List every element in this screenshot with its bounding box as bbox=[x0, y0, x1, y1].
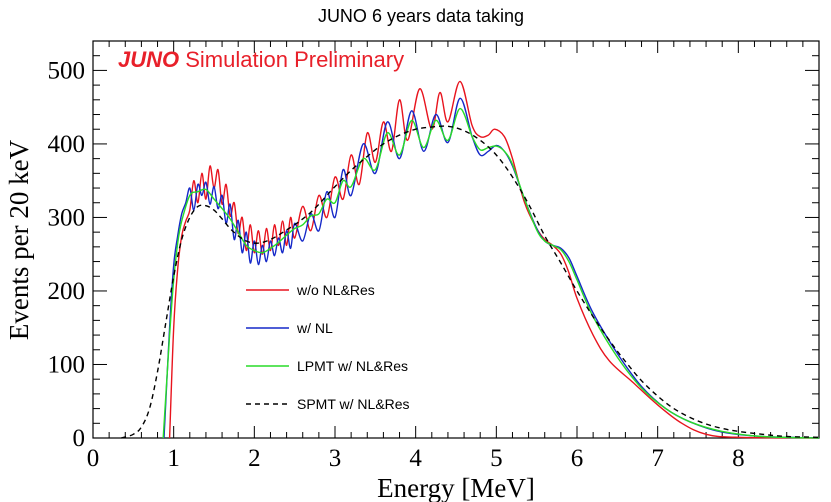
banner-rest: Simulation Preliminary bbox=[179, 47, 404, 72]
x-tick-label: 2 bbox=[248, 445, 261, 472]
axes: 0 1 2 3 4 5 6 7 8 0 100 200 300 400 500 bbox=[48, 40, 820, 472]
y-tick-label: 0 bbox=[73, 425, 86, 452]
y-tick-label: 200 bbox=[48, 278, 86, 305]
x-tick-label: 5 bbox=[490, 445, 503, 472]
banner-juno: JUNO bbox=[118, 47, 179, 72]
simulation-banner: JUNO Simulation Preliminary bbox=[118, 47, 404, 72]
series-line-lpmt-w-nl-res bbox=[162, 107, 820, 439]
y-tick-label: 300 bbox=[48, 204, 86, 231]
legend: w/o NL&Res w/ NL LPMT w/ NL&Res SPMT w/ NL&… bbox=[246, 282, 410, 412]
x-tick-label: 3 bbox=[329, 445, 342, 472]
x-tick-label: 4 bbox=[409, 445, 422, 472]
y-tick-label: 100 bbox=[48, 351, 86, 378]
legend-label-w-nl: w/ NL bbox=[296, 320, 333, 336]
series-line-spmt-w-nl-res bbox=[121, 125, 820, 439]
series-layer bbox=[121, 80, 820, 439]
y-tick-label: 500 bbox=[48, 57, 86, 84]
y-axis-label: Events per 20 keV bbox=[4, 139, 34, 340]
plot-frame bbox=[92, 40, 820, 439]
series-line-w-o-nl-res bbox=[168, 80, 820, 439]
legend-label-w-o-nl-res: w/o NL&Res bbox=[296, 282, 375, 298]
legend-label-lpmt-w-nl-res: LPMT w/ NL&Res bbox=[297, 358, 408, 374]
chart-title: JUNO 6 years data taking bbox=[318, 6, 524, 26]
x-tick-label: 1 bbox=[167, 445, 180, 472]
x-axis-label: Energy [MeV] bbox=[377, 473, 535, 502]
legend-label-spmt-w-nl-res: SPMT w/ NL&Res bbox=[297, 396, 410, 412]
x-tick-label: 8 bbox=[732, 445, 745, 472]
y-tick-label: 400 bbox=[48, 131, 86, 158]
x-tick-label: 7 bbox=[651, 445, 664, 472]
x-tick-label: 6 bbox=[571, 445, 584, 472]
x-tick-label: 0 bbox=[87, 445, 100, 472]
